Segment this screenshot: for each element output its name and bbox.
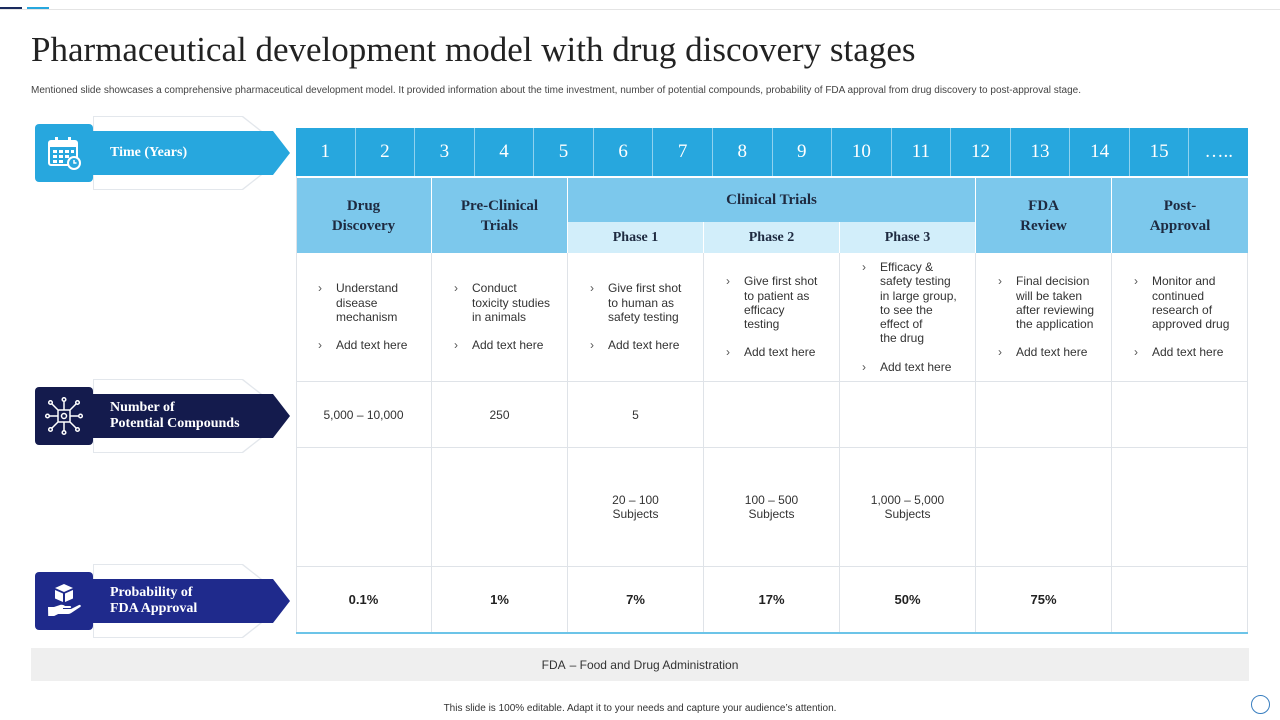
bullet-item: Give first shot to human as safety testi… [590,281,703,324]
stage-header-post-approval: Post- Approval [1112,178,1248,253]
probability-cell: 0.1% [296,567,432,632]
bullet-item: Conduct toxicity studies in animals [454,281,567,324]
bullet-list: Understand disease mechanism Add text he… [296,267,431,366]
year-cell: 5 [534,128,594,176]
bullet-list: Give first shot to human as safety testi… [568,267,703,366]
subjects-cell: 20 – 100 Subjects [568,448,704,567]
desc-cell-drug-discovery: Understand disease mechanism Add text he… [296,253,432,382]
table-left-border [296,176,297,634]
compounds-cell-empty [704,382,840,448]
phase-header-1: Phase 1 [568,222,704,253]
subjects-cell: 1,000 – 5,000 Subjects [840,448,976,567]
subjects-cell-empty [432,448,568,567]
network-chip-icon [35,387,93,445]
bullet-item: Add text here [454,338,567,353]
year-cell: 2 [355,128,416,176]
year-cell: 13 [1010,128,1071,176]
phase-header-2: Phase 2 [704,222,840,253]
circle-icon [1251,695,1270,714]
top-accent-dark [0,7,22,10]
year-cell: 8 [712,128,773,176]
year-cell: 15 [1129,128,1190,176]
page-subtitle: Mentioned slide showcases a comprehensiv… [31,85,1082,96]
hand-box-icon [35,572,93,630]
bullet-item: Add text here [726,345,839,360]
bullet-list: Monitor and continued research of approv… [1112,260,1247,373]
bullet-item: Add text here [862,360,975,375]
stages-table: 1 2 3 4 5 6 7 8 9 10 11 12 13 14 15 ….. … [296,128,1248,634]
bullet-item: Understand disease mechanism [318,281,431,324]
bullet-item: Add text here [318,338,431,353]
year-cell: 3 [415,128,475,176]
label-probability-text: Probability of FDA Approval [110,585,198,616]
desc-cell-post-approval: Monitor and continued research of approv… [1112,253,1248,382]
bullet-item: Add text here [590,338,703,353]
top-divider [0,9,1280,10]
label-time: Time (Years) [35,116,290,190]
footnote-text: – Food and Drug Administration [569,657,739,672]
compounds-cell-empty [1112,382,1248,448]
label-compounds-arrow: Number of Potential Compounds [93,394,290,438]
stage-header-clinical: Clinical Trials [568,178,976,222]
label-probability: Probability of FDA Approval [35,564,290,638]
subjects-cell-empty [1112,448,1248,567]
bullet-item: Add text here [1134,345,1247,360]
probability-cell: 7% [568,567,704,632]
year-cell: 7 [653,128,713,176]
page-title: Pharmaceutical development model with dr… [31,30,916,69]
bullet-item: Give first shot to patient as efficacy t… [726,274,839,331]
year-cell: 6 [593,128,654,176]
probability-cell: 17% [704,567,840,632]
year-cell: 11 [891,128,952,176]
bullet-list: Efficacy & safety testing in large group… [840,246,975,388]
compounds-cell: 5 [568,382,704,448]
compounds-cell-empty [976,382,1112,448]
label-time-arrow: Time (Years) [93,131,290,175]
probability-cell: 50% [840,567,976,632]
probability-cell: 75% [976,567,1112,632]
label-compounds: Number of Potential Compounds [35,379,290,453]
bullet-item: Monitor and continued research of approv… [1134,274,1247,331]
desc-cell-pre-clinical: Conduct toxicity studies in animals Add … [432,253,568,382]
top-accent-light [27,7,49,10]
bullet-list: Give first shot to patient as efficacy t… [704,260,839,373]
compounds-cell-empty [840,382,976,448]
year-cell: 9 [772,128,833,176]
desc-cell-phase1: Give first shot to human as safety testi… [568,253,704,382]
bottom-note: This slide is 100% editable. Adapt it to… [443,703,837,714]
year-cell: 10 [832,128,892,176]
subjects-cell: 100 – 500 Subjects [704,448,840,567]
footnote: FDA – Food and Drug Administration [31,648,1249,681]
phase-header-3: Phase 3 [840,222,976,253]
table-bottom-line [296,632,1248,634]
stage-header-fda-review: FDA Review [976,178,1112,253]
years-row: 1 2 3 4 5 6 7 8 9 10 11 12 13 14 15 ….. [296,128,1248,176]
probability-cell-empty [1112,567,1248,632]
desc-cell-phase3: Efficacy & safety testing in large group… [840,253,976,382]
compounds-cell: 250 [432,382,568,448]
label-probability-arrow: Probability of FDA Approval [93,579,290,623]
probability-cell: 1% [432,567,568,632]
year-cell: 4 [474,128,535,176]
footnote-abbr: FDA [541,657,566,672]
desc-cell-phase2: Give first shot to patient as efficacy t… [704,253,840,382]
year-cell: ….. [1189,128,1248,176]
year-cell: 12 [951,128,1011,176]
bullet-list: Conduct toxicity studies in animals Add … [432,267,567,366]
year-cell: 1 [296,128,356,176]
desc-cell-fda-review: Final decision will be taken after revie… [976,253,1112,382]
subjects-cell-empty [976,448,1112,567]
stage-header-pre-clinical: Pre-Clinical Trials [432,178,568,253]
label-time-text: Time (Years) [110,145,188,160]
bullet-item: Add text here [998,345,1111,360]
bullet-item: Final decision will be taken after revie… [998,274,1111,331]
stage-header-drug-discovery: Drug Discovery [296,178,432,253]
bullet-list: Final decision will be taken after revie… [976,260,1111,373]
subjects-cell-empty [296,448,432,567]
label-compounds-text: Number of Potential Compounds [110,400,240,431]
bullet-item: Efficacy & safety testing in large group… [862,260,975,346]
year-cell: 14 [1070,128,1130,176]
calendar-icon [35,124,93,182]
compounds-cell: 5,000 – 10,000 [296,382,432,448]
